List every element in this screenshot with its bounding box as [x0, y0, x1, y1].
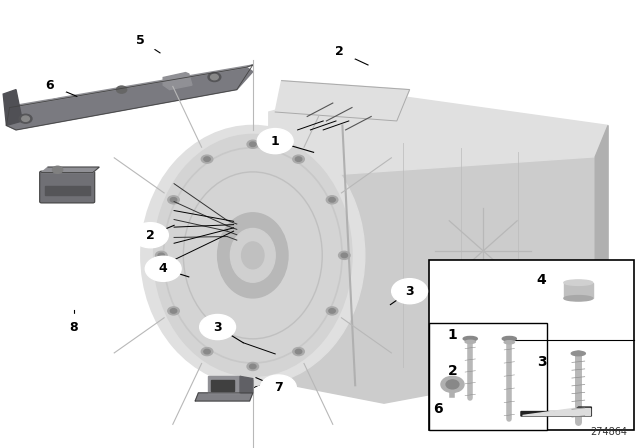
Circle shape: [250, 364, 256, 369]
Circle shape: [168, 307, 179, 315]
Circle shape: [158, 253, 164, 258]
Polygon shape: [42, 167, 99, 172]
Ellipse shape: [564, 296, 593, 301]
Circle shape: [201, 348, 212, 356]
Circle shape: [326, 196, 338, 204]
Circle shape: [202, 155, 213, 163]
Circle shape: [250, 142, 256, 146]
Ellipse shape: [230, 228, 275, 282]
Ellipse shape: [572, 351, 586, 356]
Ellipse shape: [463, 336, 477, 341]
Polygon shape: [6, 67, 253, 130]
Circle shape: [132, 223, 168, 248]
Text: 6: 6: [45, 78, 54, 92]
Ellipse shape: [141, 125, 365, 385]
Ellipse shape: [502, 336, 516, 341]
Circle shape: [247, 140, 259, 148]
Circle shape: [145, 256, 181, 281]
Polygon shape: [275, 81, 410, 121]
Circle shape: [292, 155, 305, 163]
Circle shape: [292, 348, 305, 356]
Bar: [564, 283, 593, 298]
Ellipse shape: [154, 134, 352, 376]
Circle shape: [19, 114, 32, 123]
Circle shape: [260, 375, 296, 400]
Text: 1: 1: [271, 134, 280, 148]
Circle shape: [392, 279, 428, 304]
Circle shape: [341, 253, 348, 258]
Text: 274864: 274864: [590, 427, 627, 437]
Circle shape: [211, 74, 218, 80]
Circle shape: [446, 380, 459, 389]
Text: 2: 2: [335, 45, 344, 58]
Circle shape: [170, 198, 177, 202]
Polygon shape: [595, 125, 608, 323]
Polygon shape: [208, 376, 240, 393]
Circle shape: [170, 309, 177, 313]
Text: 2: 2: [146, 228, 155, 242]
Text: 3: 3: [213, 320, 222, 334]
Circle shape: [296, 157, 302, 161]
Circle shape: [329, 309, 335, 313]
Circle shape: [296, 349, 302, 354]
Circle shape: [200, 314, 236, 340]
Bar: [45, 186, 90, 195]
Polygon shape: [10, 65, 253, 108]
Circle shape: [22, 116, 29, 121]
Circle shape: [257, 129, 293, 154]
Polygon shape: [522, 409, 590, 415]
Ellipse shape: [465, 340, 476, 343]
Text: 2: 2: [447, 364, 458, 378]
Ellipse shape: [242, 242, 264, 269]
Text: 3: 3: [536, 355, 547, 369]
Text: 6: 6: [433, 401, 443, 416]
Text: 4: 4: [536, 273, 547, 287]
Circle shape: [441, 376, 464, 392]
Bar: [211, 380, 234, 391]
Circle shape: [204, 157, 211, 161]
Circle shape: [326, 307, 338, 315]
Circle shape: [339, 251, 350, 259]
Ellipse shape: [564, 280, 593, 285]
Circle shape: [32, 73, 68, 98]
Circle shape: [247, 362, 259, 370]
Circle shape: [123, 28, 159, 53]
Text: 5: 5: [136, 34, 145, 47]
Circle shape: [329, 198, 335, 202]
Polygon shape: [163, 73, 192, 90]
Polygon shape: [521, 407, 591, 416]
Circle shape: [156, 251, 167, 259]
Circle shape: [52, 166, 63, 173]
Circle shape: [116, 86, 127, 93]
Polygon shape: [269, 125, 608, 403]
Text: 1: 1: [447, 328, 458, 342]
Circle shape: [56, 314, 92, 340]
Text: 8: 8: [69, 320, 78, 334]
Bar: [429, 323, 547, 430]
Polygon shape: [195, 393, 253, 401]
Text: 4: 4: [159, 262, 168, 276]
Text: 7: 7: [274, 381, 283, 394]
Ellipse shape: [218, 213, 288, 298]
Polygon shape: [240, 376, 253, 393]
Circle shape: [168, 196, 179, 204]
Ellipse shape: [504, 340, 515, 344]
Bar: [429, 260, 634, 430]
FancyBboxPatch shape: [40, 171, 95, 203]
Polygon shape: [3, 90, 22, 125]
Polygon shape: [269, 90, 608, 179]
Circle shape: [204, 349, 210, 354]
Circle shape: [208, 73, 221, 82]
Text: 3: 3: [405, 284, 414, 298]
Circle shape: [321, 39, 357, 64]
